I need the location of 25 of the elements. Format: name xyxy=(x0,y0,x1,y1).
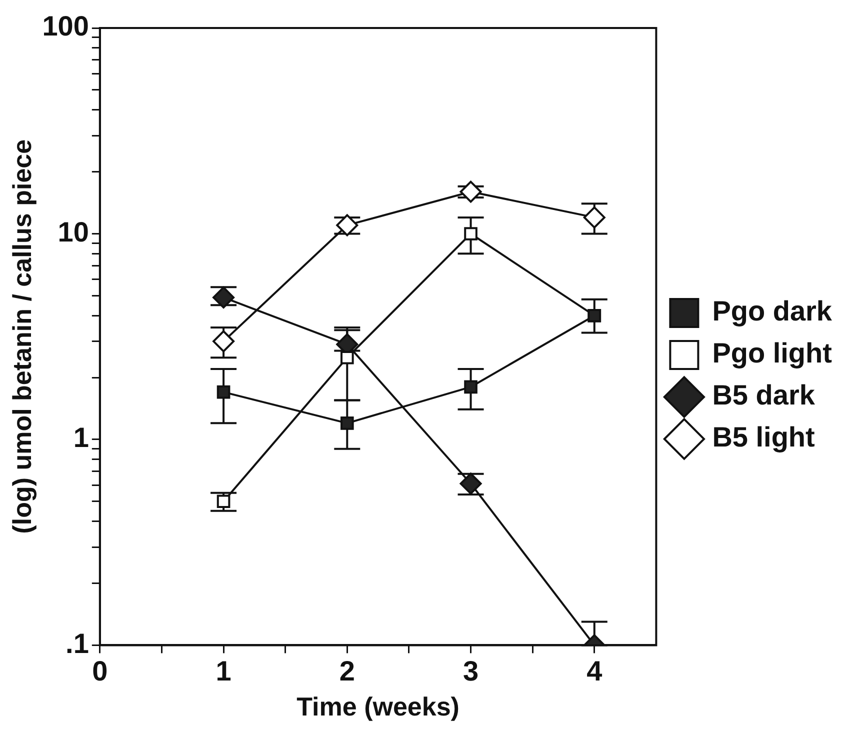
legend-label: B5 dark xyxy=(712,380,816,411)
point xyxy=(464,227,478,240)
y-tick-label: .1 xyxy=(66,628,89,659)
x-tick-label: 4 xyxy=(586,656,603,687)
point xyxy=(583,206,606,228)
point xyxy=(336,214,358,236)
legend-label: Pgo dark xyxy=(712,296,832,327)
legend-label: Pgo light xyxy=(712,338,832,369)
y-axis-title: (log) umol betanin / callus piece xyxy=(6,139,37,534)
y-tick-label: 1 xyxy=(73,422,89,454)
x-tick-label: 3 xyxy=(462,656,479,687)
point xyxy=(212,330,235,352)
point xyxy=(464,380,478,394)
x-axis-title: Time (weeks) xyxy=(296,692,460,722)
legend-label: B5 light xyxy=(712,422,815,453)
y-tick-label: 100 xyxy=(42,10,89,42)
point xyxy=(216,494,230,508)
x-tick-label: 0 xyxy=(92,656,108,687)
point xyxy=(216,385,230,399)
point xyxy=(340,350,354,364)
x-tick-label: 2 xyxy=(339,656,355,687)
point xyxy=(460,180,482,203)
x-tick-label: 1 xyxy=(216,656,232,687)
y-tick-label: 10 xyxy=(58,216,89,248)
point xyxy=(340,416,354,430)
